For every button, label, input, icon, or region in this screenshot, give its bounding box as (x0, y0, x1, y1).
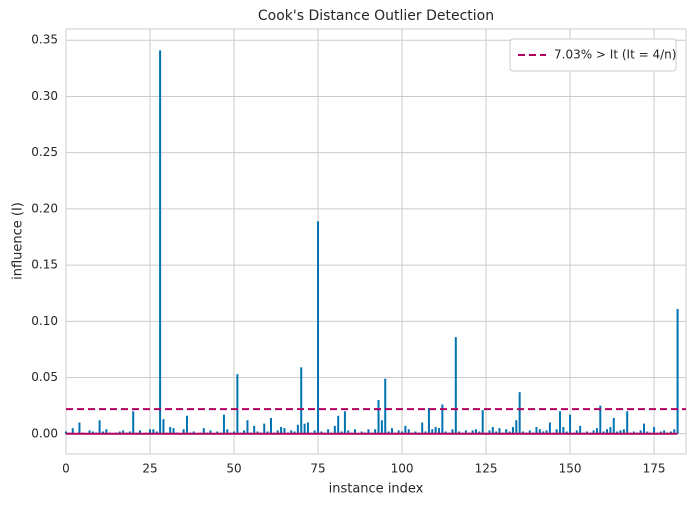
plot-area (65, 28, 687, 455)
y-tick-label: 0.10 (31, 314, 58, 328)
y-axis-label: influence (I) (11, 202, 26, 280)
x-tick-label: 100 (391, 462, 414, 476)
x-tick-label: 25 (142, 462, 157, 476)
x-tick-label: 125 (475, 462, 498, 476)
y-tick-label: 0.35 (31, 33, 58, 47)
x-tick-label: 150 (559, 462, 582, 476)
x-tick-label: 50 (226, 462, 241, 476)
y-tick-label: 0.05 (31, 370, 58, 384)
x-tick-label: 175 (643, 462, 666, 476)
x-tick-label: 0 (62, 462, 70, 476)
legend-box (509, 38, 677, 72)
y-tick-label: 0.25 (31, 145, 58, 159)
x-axis-label: instance index (329, 482, 424, 497)
y-tick-label: 0.00 (31, 426, 58, 440)
x-tick-label: 75 (310, 462, 325, 476)
y-tick-label: 0.30 (31, 89, 58, 103)
y-tick-label: 0.20 (31, 201, 58, 215)
y-tick-label: 0.15 (31, 258, 58, 272)
chart-title: Cook's Distance Outlier Detection (258, 8, 494, 24)
legend-label: 7.03% > It (It = 4/n) (554, 48, 676, 62)
